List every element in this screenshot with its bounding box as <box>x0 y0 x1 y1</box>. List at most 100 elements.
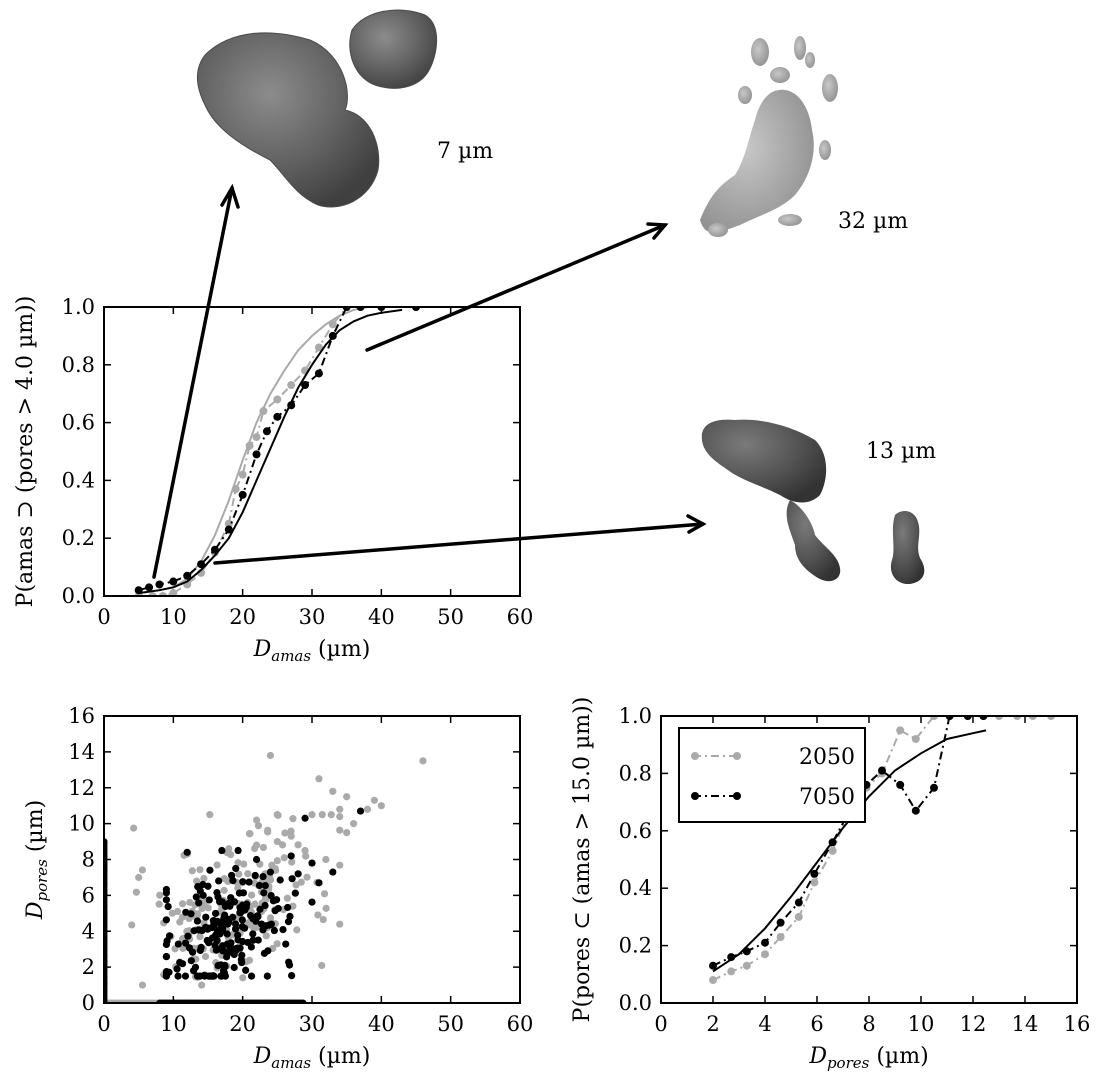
data-point <box>205 939 213 947</box>
data-point <box>259 872 267 881</box>
data-point <box>284 903 292 912</box>
data-point <box>260 949 268 957</box>
data-point <box>252 816 261 824</box>
data-point <box>224 519 233 528</box>
data-point <box>911 734 920 743</box>
data-point <box>174 940 182 948</box>
data-point <box>252 841 261 849</box>
y-axis-label: Dpores (µm) <box>23 800 51 920</box>
data-point <box>709 976 717 985</box>
data-point <box>314 369 323 378</box>
data-point <box>210 920 218 928</box>
data-point <box>329 787 337 795</box>
data-point <box>239 878 247 886</box>
y-tick-label: 8 <box>82 848 95 872</box>
y-tick-label: 0.4 <box>619 876 652 900</box>
data-point <box>279 925 287 934</box>
data-point <box>196 933 204 941</box>
data-point <box>130 824 138 832</box>
y-tick-label: 1.0 <box>619 704 652 728</box>
data-point <box>223 953 231 961</box>
data-point <box>169 589 178 596</box>
data-point <box>293 926 301 934</box>
x-axis-label: Damas (µm) <box>253 1044 371 1072</box>
series-line <box>138 307 416 596</box>
arrow-13um <box>213 522 705 565</box>
chart-bottom-right: 0 2 4 6 8 10 12 14 16 0.0 0.2 0.4 0.6 0.8 1.0 Dpores (µ… <box>570 697 1090 1072</box>
data-point <box>294 870 302 878</box>
x-tick-label: 30 <box>299 605 326 629</box>
data-point <box>308 811 316 819</box>
data-point <box>911 806 920 815</box>
data-point <box>213 861 221 869</box>
data-point <box>244 870 252 878</box>
data-point <box>164 902 172 911</box>
data-point <box>252 855 261 864</box>
data-point <box>243 900 251 908</box>
data-point <box>280 854 288 862</box>
plot-frame <box>103 306 521 597</box>
data-point <box>896 726 905 735</box>
data-point <box>273 940 281 948</box>
data-point <box>276 876 284 884</box>
data-point <box>176 958 184 967</box>
data-point <box>234 931 242 939</box>
data-point <box>308 859 316 867</box>
data-point <box>200 874 208 883</box>
data-point <box>138 981 147 989</box>
data-point <box>217 972 225 980</box>
data-point <box>320 890 329 898</box>
data-point <box>266 868 274 876</box>
data-point <box>132 888 140 896</box>
annotation-arrows <box>152 183 707 579</box>
data-point <box>776 918 785 927</box>
data-point <box>264 826 272 834</box>
x-tick-label: 50 <box>437 605 464 629</box>
x-tick-label: 40 <box>368 1012 395 1036</box>
y-tick-label: 12 <box>68 776 95 800</box>
data-point <box>288 875 296 883</box>
data-point <box>195 899 203 907</box>
data-point <box>336 805 344 813</box>
y-tick-label: 0.4 <box>62 468 95 492</box>
size-label-32um: 32 µm <box>838 209 908 234</box>
data-point <box>238 490 247 499</box>
data-point <box>200 903 208 911</box>
data-point <box>249 930 257 938</box>
x-tick-label: 8 <box>862 1012 875 1036</box>
data-point <box>198 981 206 989</box>
data-point <box>308 898 316 906</box>
data-point <box>254 936 262 944</box>
y-tick-label: 0.2 <box>619 934 652 958</box>
x-tick-label: 6 <box>810 1012 823 1036</box>
data-point <box>249 915 257 923</box>
data-point <box>213 937 221 945</box>
data-point <box>220 886 228 894</box>
data-point <box>301 846 309 855</box>
particle-7um-image <box>197 9 438 208</box>
data-point <box>272 896 281 904</box>
plot-area <box>104 751 427 1003</box>
data-point <box>256 905 264 913</box>
size-label-7um: 7 µm <box>437 139 493 164</box>
data-point <box>315 775 323 783</box>
data-point <box>250 924 258 933</box>
data-point <box>258 920 266 928</box>
data-point <box>291 889 299 897</box>
series-line <box>138 308 403 595</box>
chart-scatter: 0 10 20 30 40 50 60 0 2 4 6 8 10 12 14 16 Damas (µm) Dpor… <box>23 704 533 1072</box>
data-point <box>315 879 323 887</box>
data-point <box>314 911 322 919</box>
data-point <box>286 912 294 920</box>
data-point <box>204 882 212 890</box>
data-point <box>336 813 344 821</box>
data-point <box>297 878 305 886</box>
legend-label: 7050 <box>799 785 855 810</box>
data-point <box>204 924 212 932</box>
data-point <box>238 958 246 967</box>
arrow-13um-head <box>686 514 707 534</box>
data-point <box>181 972 190 980</box>
arrow-32um <box>365 223 667 352</box>
data-point <box>727 967 736 976</box>
data-point <box>232 864 240 873</box>
